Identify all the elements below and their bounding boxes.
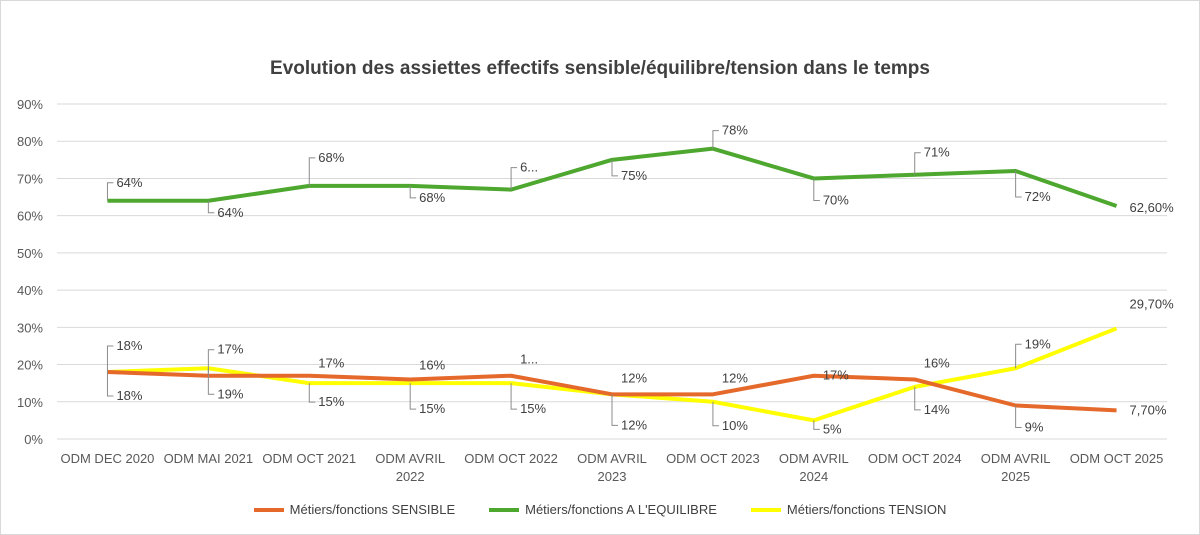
data-label: 64%: [116, 175, 142, 190]
data-label: 72%: [1025, 189, 1051, 204]
y-tick-label: 50%: [17, 246, 43, 261]
data-label: 19%: [217, 386, 243, 401]
data-label: 16%: [924, 355, 950, 370]
data-label: 16%: [419, 357, 445, 372]
y-tick-label: 80%: [17, 134, 43, 149]
leader-line: [207, 200, 215, 214]
x-tick-label: ODM OCT 2024: [868, 451, 962, 466]
data-label: 18%: [116, 388, 142, 403]
legend-item: Métiers/fonctions TENSION: [750, 502, 947, 517]
data-label: 12%: [621, 370, 647, 385]
data-label: 68%: [318, 150, 344, 165]
leader-line: [813, 178, 820, 201]
leader-line: [308, 157, 316, 186]
y-tick-label: 90%: [17, 97, 43, 112]
x-tick-label: ODM MAI 2021: [164, 451, 254, 466]
data-label: 71%: [924, 145, 950, 160]
data-label: 19%: [1025, 336, 1051, 351]
data-label: 15%: [520, 401, 546, 416]
x-tick-label: ODM AVRIL 2024: [779, 451, 849, 484]
x-tick-label: ODM AVRIL 2025: [981, 451, 1051, 484]
data-label: 12%: [621, 417, 647, 432]
data-label: 29,70%: [1130, 296, 1175, 311]
leader-line: [914, 152, 921, 175]
leader-line: [914, 386, 921, 411]
data-label: 17%: [823, 368, 849, 383]
data-label: 5%: [823, 421, 842, 436]
data-label: 10%: [722, 418, 748, 433]
data-label: 68%: [419, 190, 445, 205]
leader-line: [308, 383, 316, 403]
y-tick-label: 10%: [17, 395, 43, 410]
y-tick-label: 70%: [17, 171, 43, 186]
leader-line: [1015, 343, 1022, 369]
leader-line: [106, 372, 114, 397]
data-label: 18%: [116, 338, 142, 353]
legend-label: Métiers/fonctions TENSION: [786, 502, 947, 517]
leader-line: [207, 349, 215, 376]
data-label: 17%: [217, 342, 243, 357]
y-tick-label: 30%: [17, 320, 43, 335]
data-label: 78%: [722, 123, 748, 138]
legend-swatch: [253, 507, 284, 512]
leader-line: [510, 167, 518, 190]
leader-line: [510, 383, 518, 410]
data-label: 15%: [318, 394, 344, 409]
data-label: 70%: [823, 192, 849, 207]
data-label: 9%: [1025, 420, 1044, 435]
data-label: 14%: [924, 402, 950, 417]
data-label: 7,70%: [1130, 402, 1167, 417]
data-label: 15%: [419, 401, 445, 416]
legend-label: Métiers/fonctions SENSIBLE: [289, 502, 456, 517]
y-tick-label: 40%: [17, 283, 43, 298]
y-tick-label: 20%: [17, 358, 43, 373]
legend-label: Métiers/fonctions A L'EQUILIBRE: [525, 502, 717, 517]
x-tick-label: ODM OCT 2022: [464, 451, 558, 466]
x-tick-label: ODM OCT 2023: [666, 451, 760, 466]
legend-item: Métiers/fonctions SENSIBLE: [253, 502, 456, 517]
chart-title: Evolution des assiettes effectifs sensib…: [270, 58, 930, 79]
data-label: 6...: [520, 160, 538, 175]
x-tick-label: ODM OCT 2025: [1070, 451, 1164, 466]
legend-swatch: [489, 507, 520, 512]
y-tick-label: 0%: [24, 432, 43, 447]
data-label: 64%: [217, 205, 243, 220]
leader-line: [712, 401, 719, 427]
legend-item: Métiers/fonctions A L'EQUILIBRE: [489, 502, 717, 517]
data-label: 62,60%: [1130, 200, 1175, 215]
x-tick-label: ODM OCT 2021: [262, 451, 356, 466]
data-label: 12%: [722, 370, 748, 385]
leader-line: [1015, 405, 1022, 428]
data-label: 75%: [621, 168, 647, 183]
leader-line: [207, 368, 215, 395]
series-line: [107, 146, 1118, 208]
leader-line: [409, 383, 417, 410]
x-tick-label: ODM DEC 2020: [60, 451, 154, 466]
x-tick-label: ODM AVRIL 2023: [577, 451, 647, 484]
leader-line: [712, 130, 719, 149]
x-tick-label: ODM AVRIL 2022: [375, 451, 445, 484]
data-label: 17%: [318, 356, 344, 371]
leader-line: [611, 394, 618, 426]
legend: Métiers/fonctions SENSIBLE Métiers/foncti…: [0, 502, 1200, 517]
leader-line: [611, 159, 618, 177]
leader-line: [106, 182, 114, 201]
legend-swatch: [750, 507, 781, 512]
data-label: 1...: [520, 352, 538, 367]
leader-line: [1015, 171, 1022, 198]
leader-line: [409, 185, 417, 199]
y-tick-label: 60%: [17, 209, 43, 224]
leader-line: [106, 345, 114, 372]
leader-line: [813, 420, 820, 430]
